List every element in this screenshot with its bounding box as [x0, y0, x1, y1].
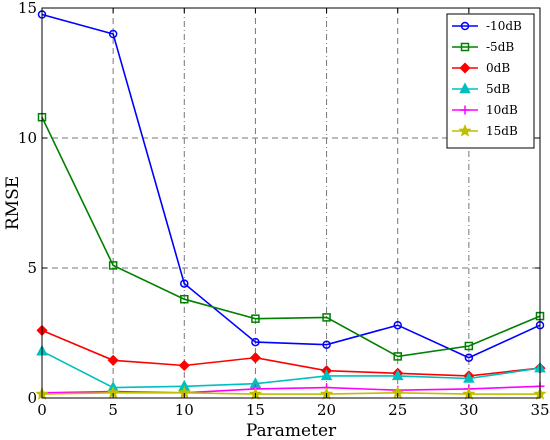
data-point — [463, 371, 475, 383]
x-tick-label: 5 — [108, 401, 118, 419]
y-axis-title: RMSE — [3, 176, 23, 230]
legend-item: 15dB — [452, 123, 518, 138]
data-point — [107, 354, 119, 366]
data-point — [180, 279, 189, 288]
data-point — [391, 369, 404, 381]
x-tick-label: 20 — [317, 401, 336, 419]
data-point — [464, 341, 474, 351]
legend-item: 5dB — [452, 82, 510, 96]
series-line — [41, 385, 541, 394]
x-tick-label: 25 — [388, 401, 407, 419]
data-point — [249, 352, 261, 364]
data-point — [393, 352, 402, 361]
legend-item: 0dB — [452, 61, 510, 75]
x-tick-label: 0 — [37, 401, 47, 419]
y-tick-label: 0 — [27, 389, 37, 407]
series-group — [35, 10, 547, 400]
legend-marker — [458, 123, 472, 137]
series-line — [41, 13, 541, 359]
series--5dB — [37, 112, 545, 361]
legend-marker — [460, 105, 470, 115]
plot-frame — [41, 7, 541, 399]
data-point — [464, 353, 474, 362]
legend-item: -5dB — [452, 40, 514, 54]
y-tick-label: 10 — [18, 129, 37, 147]
data-point — [178, 359, 190, 372]
data-point — [251, 314, 260, 323]
series-line — [41, 116, 541, 358]
legend-label: -10dB — [486, 19, 522, 33]
series-line — [41, 329, 541, 377]
data-point — [393, 320, 402, 330]
x-tick-label: 10 — [175, 401, 194, 419]
legend-label: 0dB — [486, 61, 510, 75]
data-point — [108, 29, 118, 39]
x-tick-label: 35 — [530, 401, 549, 419]
y-tick-label: 15 — [18, 0, 37, 17]
data-point — [320, 369, 333, 381]
legend-label: 10dB — [486, 103, 518, 117]
legend-item: -10dB — [452, 19, 522, 33]
data-point — [251, 337, 260, 347]
y-tick-labels: 0 5 10 15 — [18, 0, 37, 407]
legend-box — [446, 13, 535, 149]
tick-marks — [41, 7, 541, 399]
data-point — [108, 261, 118, 270]
x-axis-title: Parameter — [246, 421, 337, 440]
data-point — [180, 294, 189, 304]
legend-label: 15dB — [486, 124, 518, 138]
legend-marker — [459, 62, 471, 74]
series-line — [41, 350, 541, 389]
x-tick-labels: 0 5 10 15 20 25 30 35 — [37, 401, 549, 419]
legend: -10dB -5dB 0dB 5dB 10dB 15dB — [446, 13, 535, 149]
series--10dB — [37, 10, 545, 362]
legend-label: 5dB — [486, 82, 510, 96]
series-line — [41, 391, 540, 395]
x-tick-label: 15 — [246, 401, 265, 419]
data-point — [322, 313, 331, 322]
legend-item: 10dB — [452, 103, 518, 117]
legend-marker — [460, 42, 470, 52]
y-tick-label: 5 — [27, 259, 37, 277]
data-point — [322, 340, 331, 349]
legend-marker — [459, 82, 471, 94]
legend-marker — [460, 21, 470, 31]
legend-label: -5dB — [486, 40, 514, 54]
x-tick-label: 30 — [459, 401, 478, 419]
